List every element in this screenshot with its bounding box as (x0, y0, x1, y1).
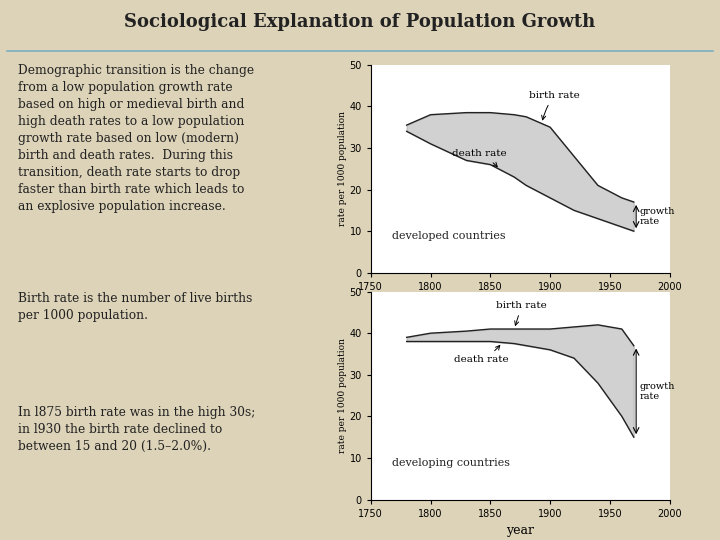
Text: growth
rate: growth rate (639, 207, 675, 226)
Text: birth rate: birth rate (528, 91, 580, 120)
Text: death rate: death rate (452, 149, 507, 167)
Text: birth rate: birth rate (496, 301, 547, 325)
Y-axis label: rate per 1000 population: rate per 1000 population (338, 111, 346, 226)
Text: In l875 birth rate was in the high 30s;
in l930 the birth rate declined to
betwe: In l875 birth rate was in the high 30s; … (17, 406, 255, 453)
X-axis label: year: year (506, 524, 534, 537)
Y-axis label: rate per 1000 population: rate per 1000 population (338, 338, 346, 453)
Text: developed countries: developed countries (392, 232, 505, 241)
Text: Sociological Explanation of Population Growth: Sociological Explanation of Population G… (125, 12, 595, 31)
Text: Birth rate is the number of live births
per 1000 population.: Birth rate is the number of live births … (17, 292, 252, 322)
Text: growth
rate: growth rate (639, 382, 675, 401)
Text: death rate: death rate (454, 346, 509, 365)
Text: Demographic transition is the change
from a low population growth rate
based on : Demographic transition is the change fro… (17, 64, 253, 213)
Text: developing countries: developing countries (392, 458, 510, 468)
